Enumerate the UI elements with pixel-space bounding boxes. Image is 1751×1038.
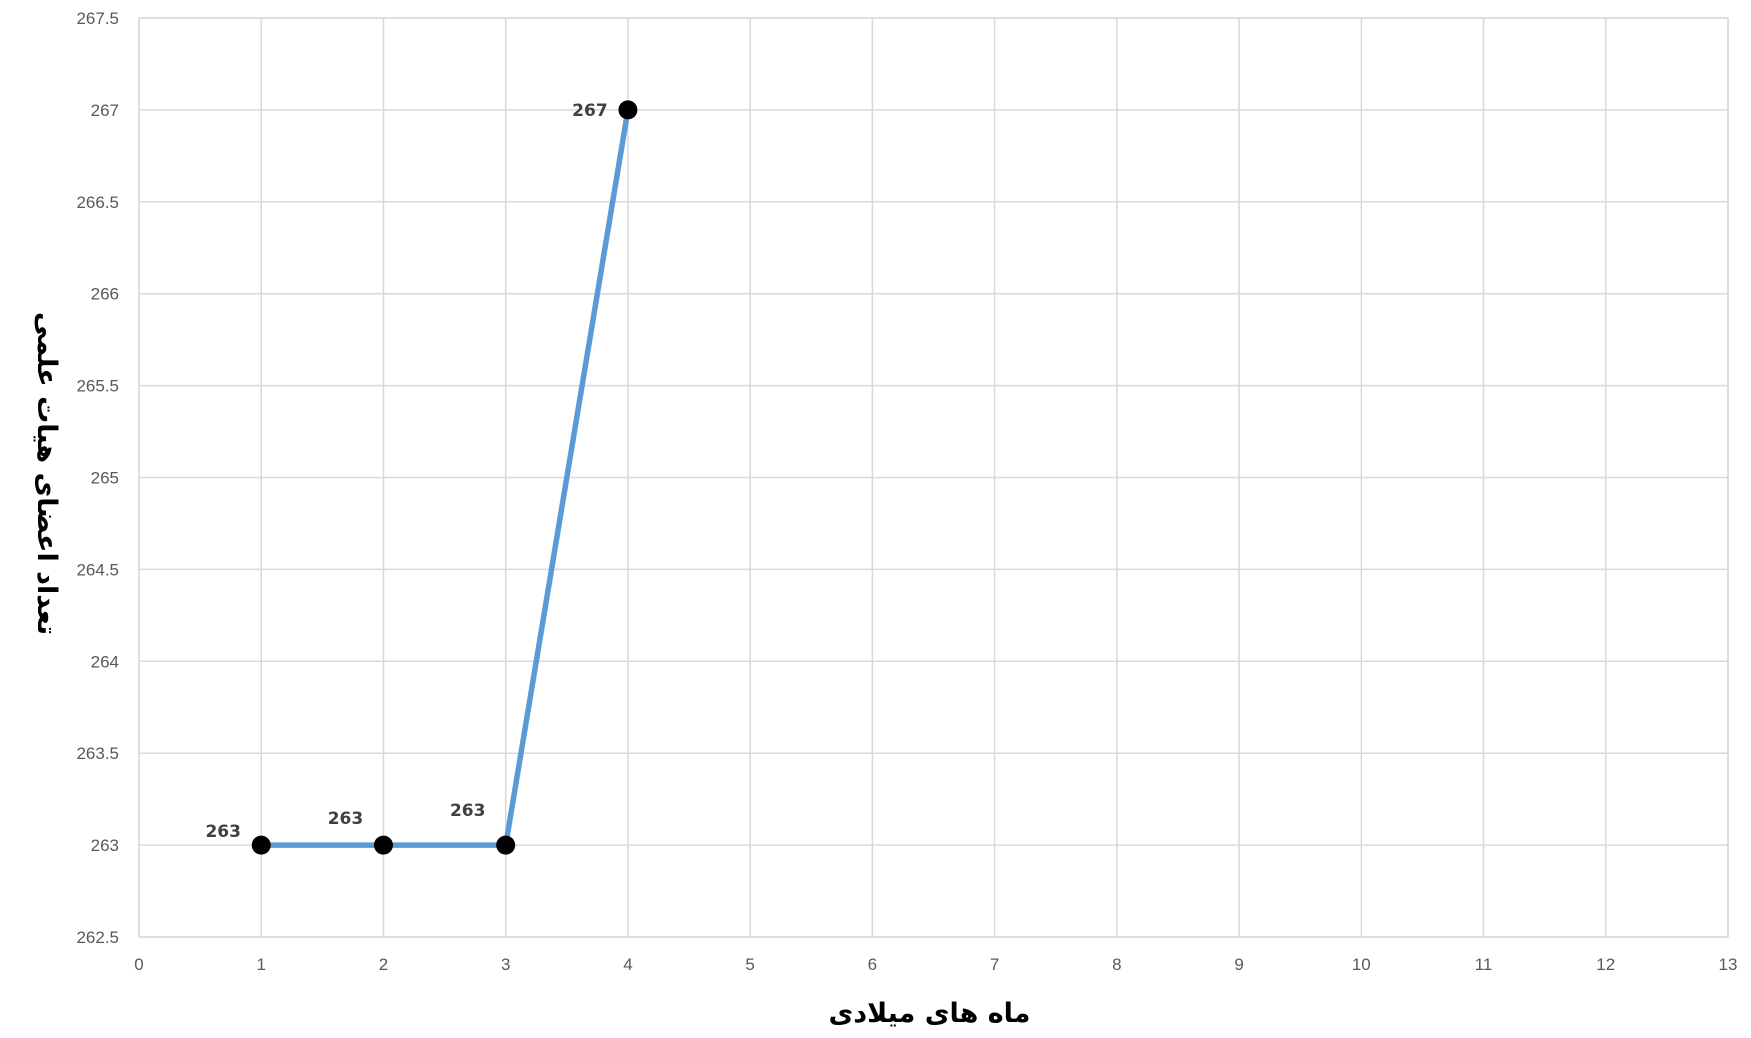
data-label: 263 [205,822,241,842]
plot-area-border [138,17,1729,938]
data-point [373,835,393,855]
data-series: 263 263 263 267 [205,100,638,855]
y-tick-label: 266 [91,285,119,304]
y-tick-label: 266.5 [76,193,119,212]
data-label: 263 [328,809,364,829]
y-tick-label: 265.5 [76,377,119,396]
x-tick-label: 8 [1112,955,1121,974]
y-tick-label: 264.5 [76,560,119,579]
x-tick-label: 5 [745,955,754,974]
x-tick-label: 0 [134,955,143,974]
y-tick-label: 264 [91,652,119,671]
y-tick-label: 262.5 [76,928,119,947]
x-tick-label: 2 [379,955,388,974]
y-axis-tick-labels: 262.5 263 263.5 264 264.5 265 265.5 266 266.5 267… [76,9,119,947]
x-tick-label: 4 [623,955,632,974]
x-tick-label: 10 [1352,955,1371,974]
x-tick-label: 6 [868,955,877,974]
data-point [251,835,271,855]
y-tick-label: 263 [91,836,119,855]
data-label: 263 [450,801,486,821]
y-axis-title: تعداد اعضای هیات علمی [31,312,62,635]
series-line [261,109,631,848]
x-tick-label: 11 [1475,955,1493,974]
x-axis-tick-labels: 0 1 2 3 4 5 6 7 8 9 10 11 12 13 [134,955,1737,974]
data-label: 267 [572,101,608,121]
x-tick-label: 9 [1234,955,1243,974]
x-tick-label: 1 [256,955,265,974]
y-tick-label: 263.5 [76,744,119,763]
x-tick-label: 7 [990,955,999,974]
y-tick-label: 265 [91,469,119,488]
x-tick-label: 3 [501,955,510,974]
x-tick-label: 12 [1596,955,1615,974]
data-point [496,835,516,855]
grid-lines [138,17,1729,938]
y-tick-label: 267.5 [76,9,119,28]
data-point [618,100,638,120]
x-tick-label: 13 [1719,955,1738,974]
x-axis-title: ماه های میلادی [828,998,1030,1029]
y-tick-label: 267 [91,101,119,120]
